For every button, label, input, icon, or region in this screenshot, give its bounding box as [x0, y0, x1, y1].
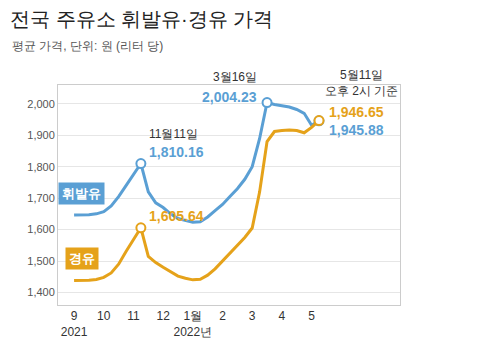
svg-text:4: 4: [279, 309, 286, 323]
svg-text:3: 3: [249, 309, 256, 323]
svg-text:5: 5: [308, 309, 315, 323]
svg-text:1,800: 1,800: [27, 161, 55, 173]
svg-text:전국 주유소 휘발유·경유 가격: 전국 주유소 휘발유·경유 가격: [10, 8, 273, 30]
svg-text:3월16일: 3월16일: [213, 70, 257, 84]
svg-text:2: 2: [219, 309, 226, 323]
svg-text:휘발유: 휘발유: [62, 186, 101, 201]
svg-text:2,004.23: 2,004.23: [202, 89, 257, 105]
svg-text:1,500: 1,500: [27, 255, 55, 267]
svg-text:92021: 92021: [61, 309, 88, 339]
svg-text:1,945.88: 1,945.88: [329, 122, 384, 138]
svg-text:1,810.16: 1,810.16: [149, 144, 204, 160]
svg-text:1,600: 1,600: [27, 223, 55, 235]
svg-text:평균 가격, 단위: 원 (리터 당): 평균 가격, 단위: 원 (리터 당): [12, 39, 163, 53]
svg-text:10: 10: [97, 309, 111, 323]
svg-text:1,605.64: 1,605.64: [149, 208, 204, 224]
svg-text:경유: 경유: [69, 251, 95, 266]
svg-text:1,946.65: 1,946.65: [329, 104, 384, 120]
svg-text:5월11일오후 2시 기준: 5월11일오후 2시 기준: [325, 68, 398, 98]
svg-text:11: 11: [127, 309, 140, 323]
svg-text:12: 12: [156, 309, 170, 323]
svg-text:2,000: 2,000: [27, 98, 55, 110]
svg-text:1,900: 1,900: [27, 129, 55, 141]
svg-text:1,700: 1,700: [27, 192, 55, 204]
svg-text:1월2022년: 1월2022년: [173, 309, 212, 339]
svg-text:1,400: 1,400: [27, 286, 55, 298]
svg-text:11월11일: 11월11일: [149, 127, 198, 141]
